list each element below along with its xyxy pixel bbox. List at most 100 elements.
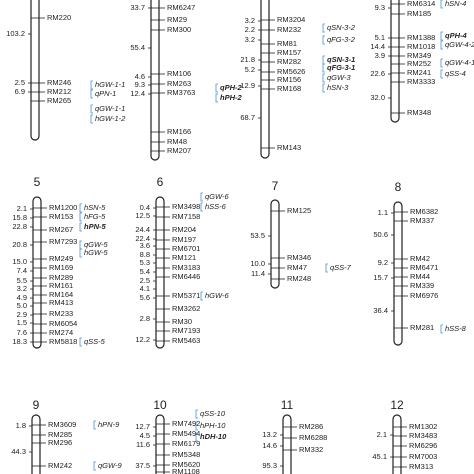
marker-label: RM274 xyxy=(49,328,73,337)
position-label: 2.2 xyxy=(245,25,255,34)
marker-label: RM300 xyxy=(167,25,191,34)
position-label: 0.4 xyxy=(140,203,150,212)
marker-label: RM337 xyxy=(410,216,434,225)
marker-label: RM125 xyxy=(287,206,311,215)
marker-label: RM3204 xyxy=(277,15,305,24)
chromosome xyxy=(150,0,160,161)
position-label: 12.7 xyxy=(135,422,150,431)
marker-label: RM48 xyxy=(167,137,187,146)
marker-label: RM30 xyxy=(172,317,192,326)
position-label: 36.4 xyxy=(373,306,388,315)
chromosome-label: 11 xyxy=(281,398,294,412)
position-label: 1.8 xyxy=(16,421,26,430)
qtl-label: qGW-4-2 xyxy=(445,40,474,49)
qtl-bracket xyxy=(440,0,443,9)
position-label: 4.1 xyxy=(140,284,150,293)
qtl-bracket xyxy=(440,40,443,50)
qtl-bracket xyxy=(195,432,198,442)
marker-label: RM267 xyxy=(49,225,73,234)
marker-label: RM281 xyxy=(410,323,434,332)
marker-label: RM246 xyxy=(47,78,71,87)
marker-label: RM332 xyxy=(299,445,323,454)
marker-label: RM3333 xyxy=(407,77,435,86)
qtl-bracket xyxy=(200,192,203,202)
position-label: 4.5 xyxy=(140,431,150,440)
marker-label: RM3609 xyxy=(48,420,76,429)
chromosome xyxy=(393,201,403,346)
marker-label: RM413 xyxy=(49,298,73,307)
position-label: 14.6 xyxy=(262,441,277,450)
chromosome xyxy=(390,0,400,123)
marker-label: RM6446 xyxy=(172,272,200,281)
position-label: 20.8 xyxy=(12,240,27,249)
qtl-bracket xyxy=(195,409,198,419)
position-label: 13.2 xyxy=(262,430,277,439)
qtl-label: qSS-5 xyxy=(84,337,106,346)
position-label: 11.4 xyxy=(251,269,265,278)
qtl-label: hSN-5 xyxy=(84,203,106,212)
marker-label: RM6288 xyxy=(299,433,327,442)
position-label: 12.4 xyxy=(130,89,145,98)
marker-label: RM7158 xyxy=(172,212,200,221)
chromosome xyxy=(392,414,402,474)
marker-label: RM6976 xyxy=(410,291,438,300)
qtl-bracket xyxy=(79,212,82,222)
position-label: 12.5 xyxy=(135,211,150,220)
qtl-label: hGW-1-2 xyxy=(95,114,126,123)
marker-label: RM248 xyxy=(287,274,311,283)
marker-label: RM6179 xyxy=(172,439,200,448)
position-label: 68.7 xyxy=(240,113,255,122)
marker-label: RM166 xyxy=(167,127,191,136)
position-label: 32.0 xyxy=(370,93,385,102)
position-label: 6.9 xyxy=(15,87,25,96)
position-label: 2.9 xyxy=(17,310,27,319)
qtl-label: qFG-3-2 xyxy=(327,35,356,44)
marker-label: RM6247 xyxy=(167,3,195,12)
qtl-bracket xyxy=(440,58,443,68)
marker-label: RM3763 xyxy=(167,88,195,97)
marker-label: RM6296 xyxy=(409,441,437,450)
qtl-bracket xyxy=(322,73,325,83)
position-label: 9.2 xyxy=(378,258,388,267)
qtl-bracket xyxy=(440,324,443,334)
chromosome-label: 5 xyxy=(34,175,41,189)
marker-label: RM7193 xyxy=(172,326,200,335)
marker-label: RM348 xyxy=(407,108,431,117)
marker-label: RM6314 xyxy=(407,0,435,8)
qtl-label: hSN-4 xyxy=(445,0,466,8)
chromosome-label: 10 xyxy=(153,398,167,412)
marker-label: RM44 xyxy=(410,272,430,281)
position-label: 3.2 xyxy=(245,35,255,44)
marker-label: RM249 xyxy=(49,254,73,263)
marker-label: RM153 xyxy=(49,212,73,221)
qtl-label: hPH-2 xyxy=(220,93,242,102)
position-label: 9.3 xyxy=(135,80,145,89)
position-label: 22.4 xyxy=(135,234,150,243)
marker-label: RM47 xyxy=(287,263,307,272)
qtl-label: hPN-9 xyxy=(98,420,120,429)
position-label: 3.6 xyxy=(140,241,150,250)
marker-label: RM169 xyxy=(49,263,73,272)
marker-label: RM3262 xyxy=(172,304,200,313)
marker-label: RM1200 xyxy=(49,203,77,212)
qtl-label: qFG-3-1 xyxy=(327,63,355,72)
qtl-bracket xyxy=(90,114,93,124)
marker-label: RM42 xyxy=(410,254,430,263)
marker-label: RM285 xyxy=(48,430,72,439)
position-label: 5.1 xyxy=(375,33,385,42)
position-label: 9.3 xyxy=(375,3,385,12)
qtl-bracket xyxy=(215,83,218,93)
marker-label: RM339 xyxy=(410,281,434,290)
position-label: 5.0 xyxy=(17,301,27,310)
marker-label: RM5463 xyxy=(172,336,200,345)
marker-label: RM197 xyxy=(172,235,196,244)
marker-label: RM168 xyxy=(277,84,301,93)
marker-label: RM6701 xyxy=(172,244,200,253)
marker-label: RM143 xyxy=(277,143,301,152)
qtl-label: qGW-6 xyxy=(205,192,229,201)
qtl-bracket xyxy=(93,461,96,471)
position-label: 2.8 xyxy=(140,314,150,323)
marker-label: RM5620 xyxy=(172,460,200,469)
position-label: 3.9 xyxy=(375,51,385,60)
position-label: 15.0 xyxy=(12,257,27,266)
